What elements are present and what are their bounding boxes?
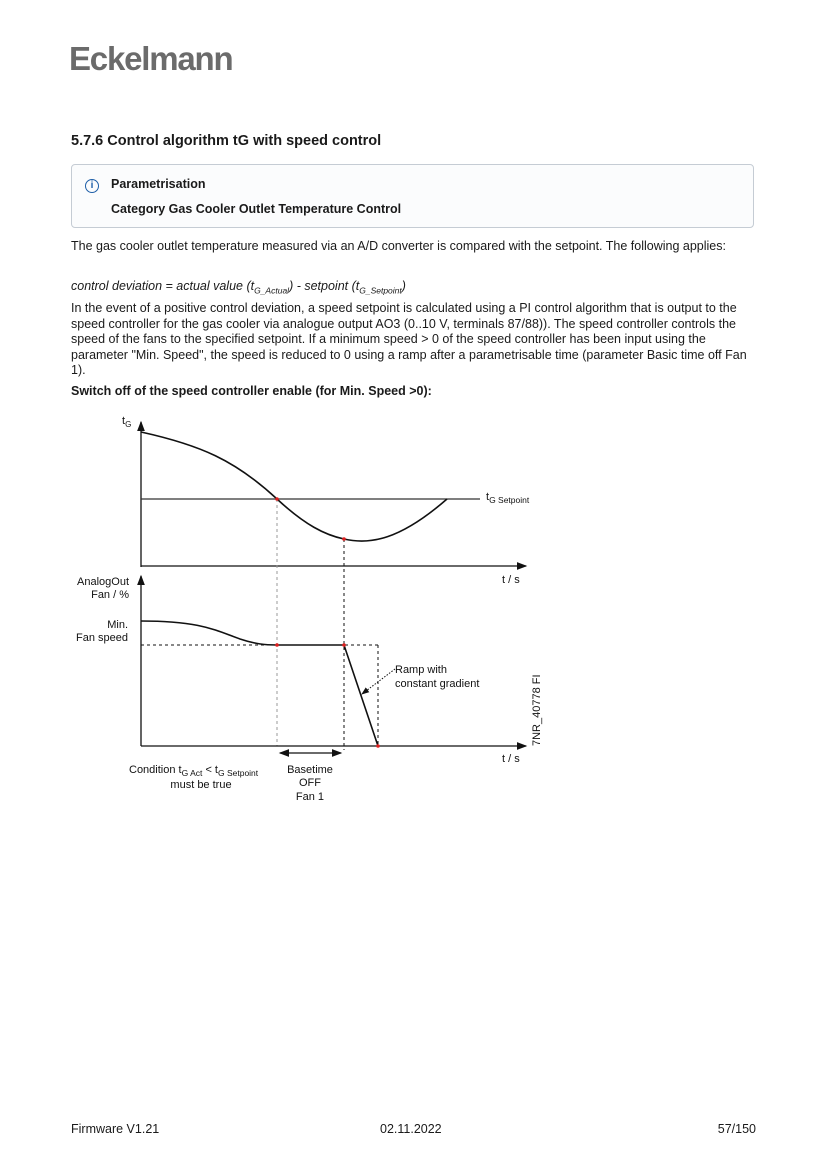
formula-sub: G_Setpoint (359, 285, 402, 296)
figure-title: Switch off of the speed controller enabl… (71, 384, 432, 398)
switch-off-diagram: tG tG Setpoint t / s AnalogOut Fan / % M… (76, 415, 543, 803)
marker-minimum (342, 537, 346, 541)
footer-date: 02.11.2022 (380, 1122, 442, 1136)
figure-id: 7NR_40778 FI (531, 674, 543, 746)
ramp-label-line2: constant gradient (395, 678, 479, 690)
formula-sub: G_Actual (254, 285, 290, 296)
basetime-label-line1: Basetime (287, 764, 333, 776)
formula-part: ) - setpoint (t (289, 279, 360, 293)
condition-label-line1: Condition tG Act < tG Setpoint (129, 764, 259, 778)
note-title: Parametrisation (111, 177, 206, 191)
bottom-x-label: t / s (502, 753, 520, 765)
marker-speed-min (275, 643, 279, 647)
note-subtitle: Category Gas Cooler Outlet Temperature C… (111, 202, 402, 216)
ramp-label-line1: Ramp with (395, 664, 447, 676)
fan-speed-curve (140, 620, 379, 747)
min-label-line2: Fan speed (76, 632, 128, 644)
bottom-y-label-line1: AnalogOut (77, 576, 129, 588)
setpoint-label: tG Setpoint (486, 491, 530, 505)
control-deviation-formula: control deviation = actual value (tG_Act… (71, 279, 761, 299)
top-x-label: t / s (502, 574, 520, 586)
basetime-label-line2: OFF (299, 777, 321, 789)
basetime-label-line3: Fan 1 (296, 791, 324, 803)
footer-page-number: 57/150 (717, 1122, 756, 1136)
paragraph-description: In the event of a positive control devia… (71, 301, 747, 377)
condition-label-line2: must be true (170, 779, 231, 791)
eckelmann-logo: Eckelmann (69, 40, 234, 77)
marker-ramp-end (376, 744, 380, 748)
marker-crossing (275, 497, 279, 501)
formula-part: control deviation = actual value (t (71, 279, 255, 293)
formula-part: ) (401, 279, 406, 293)
min-label-line1: Min. (107, 619, 128, 631)
paragraph-intro: The gas cooler outlet temperature measur… (71, 239, 726, 253)
top-y-label: tG (122, 415, 131, 429)
ramp-pointer (361, 668, 396, 695)
bottom-y-label-line2: Fan / % (91, 589, 129, 601)
parametrisation-note: i Parametrisation Category Gas Cooler Ou… (71, 164, 754, 228)
footer-firmware: Firmware V1.21 (71, 1122, 160, 1136)
section-heading: 5.7.6 Control algorithm tG with speed co… (71, 133, 382, 149)
info-icon: i (85, 179, 99, 193)
marker-ramp-start (342, 643, 346, 647)
temperature-curve (140, 431, 448, 542)
